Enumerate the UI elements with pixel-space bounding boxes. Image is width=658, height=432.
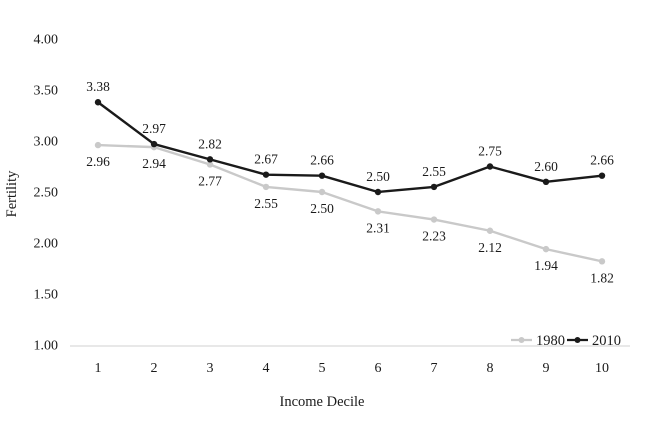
series-1980-data-label: 2.31 [366, 220, 390, 235]
x-tick-label: 2 [151, 361, 158, 376]
series-2010-data-label: 2.60 [534, 159, 558, 174]
series-1980-point [430, 216, 438, 223]
x-tick-label: 1 [95, 361, 102, 376]
series-2010-point [542, 178, 550, 185]
x-tick-label: 9 [543, 361, 550, 376]
series-2010-data-label: 2.67 [254, 152, 278, 167]
series-1980-point [94, 141, 102, 149]
series-1980-data-label: 2.12 [478, 240, 502, 255]
series-2010-point [318, 172, 326, 179]
series-2010-data-label: 2.97 [142, 121, 166, 136]
series-1980-data-label: 2.77 [198, 173, 222, 188]
x-tick-label: 5 [319, 361, 326, 376]
y-tick-label: 1.50 [34, 288, 59, 303]
y-tick-label: 3.50 [34, 84, 59, 99]
series-2010-point [486, 163, 494, 170]
series-2010-point [262, 171, 270, 178]
x-tick-label: 4 [263, 361, 270, 376]
series-1980-point [262, 183, 270, 191]
series-1980-point [542, 245, 550, 253]
legend-label-1980: 1980 [536, 333, 565, 349]
series-2010-point [430, 183, 438, 191]
legend-label-2010: 2010 [592, 333, 621, 349]
series-1980-point [486, 227, 494, 234]
series-2010-data-label: 2.50 [366, 169, 390, 184]
series-2010-point [598, 172, 606, 179]
y-tick-label: 3.00 [34, 135, 59, 150]
series-1980-point [598, 258, 606, 265]
series-1980-point [206, 161, 214, 168]
series-2010-point [94, 99, 102, 106]
series-1980-point [318, 188, 326, 196]
x-tick-label: 8 [487, 361, 494, 376]
series-2010-data-label: 2.82 [198, 136, 222, 151]
series-2010-data-label: 2.75 [478, 144, 502, 159]
series-1980-data-label: 1.94 [534, 258, 558, 273]
series-2010-data-label: 2.66 [310, 153, 334, 168]
series-2010-data-label: 2.66 [590, 153, 614, 168]
series-2010-point [150, 140, 158, 148]
series-1980-line [96, 143, 604, 263]
x-tick-label: 10 [595, 361, 609, 376]
series-1980-data-label: 1.82 [590, 270, 614, 285]
series-1980-point [374, 208, 382, 215]
x-axis-title: Income Decile [280, 394, 365, 410]
series-2010-point [206, 156, 214, 163]
series-1980-data-label: 2.23 [422, 229, 446, 244]
y-axis-title: Fertility [4, 170, 20, 217]
series-1980-data-label: 2.50 [310, 201, 334, 216]
y-tick-label: 2.00 [34, 237, 59, 252]
series-1980-data-label: 2.55 [254, 196, 278, 211]
series-1980-data-label: 2.96 [86, 154, 110, 169]
series-2010-line [96, 101, 604, 194]
legend-dot-2010 [574, 337, 581, 343]
series-2010-point [374, 188, 382, 196]
y-tick-label: 4.00 [34, 33, 59, 48]
x-tick-label: 3 [207, 361, 214, 376]
y-tick-label: 2.50 [34, 186, 59, 201]
series-2010-data-label: 2.55 [422, 164, 446, 179]
series-1980-data-label: 2.94 [142, 156, 166, 171]
series-2010-data-label: 3.38 [86, 79, 110, 94]
y-tick-label: 1.00 [34, 339, 59, 354]
x-tick-label: 6 [375, 361, 382, 376]
x-tick-label: 7 [431, 361, 438, 376]
legend-dot-1980 [518, 337, 525, 343]
